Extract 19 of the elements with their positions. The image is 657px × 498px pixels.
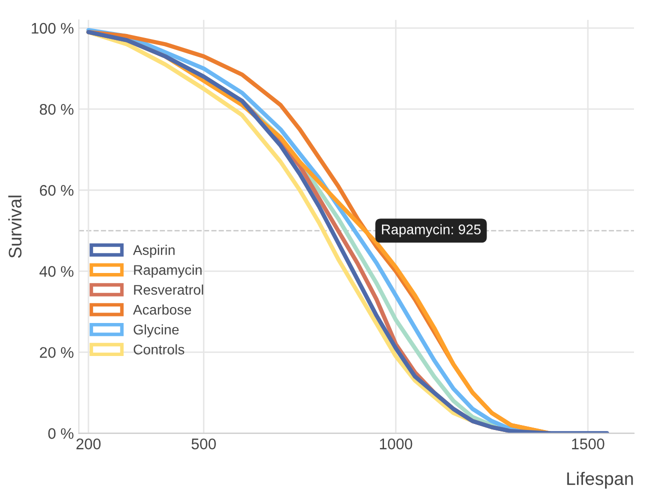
y-tick-label: 40 %	[40, 266, 74, 277]
x-tick-label: 1500	[572, 438, 604, 450]
legend-label: Acarbose	[133, 304, 192, 315]
x-tick-label: 1000	[380, 438, 412, 450]
y-axis-title: Survival	[8, 196, 22, 258]
x-tick-label: 200	[76, 438, 101, 450]
y-tick-label: 0 %	[48, 428, 74, 439]
y-tick-label: 80 %	[40, 104, 74, 115]
x-axis-title: Lifespan	[567, 472, 633, 489]
y-tick-label: 100 %	[32, 22, 74, 34]
legend-label: Glycine	[134, 324, 179, 338]
legend-label: Aspirin	[133, 244, 175, 258]
x-tick-label: 500	[192, 438, 216, 450]
legend-label: Rapamycin	[134, 264, 202, 278]
legend-label: Controls	[134, 344, 184, 354]
y-tick-label: 60 %	[40, 184, 74, 196]
legend-label: Resveratrol	[134, 284, 204, 295]
y-tick-label: 20 %	[40, 347, 74, 358]
annotation: Rapamycin: 925	[382, 224, 481, 238]
